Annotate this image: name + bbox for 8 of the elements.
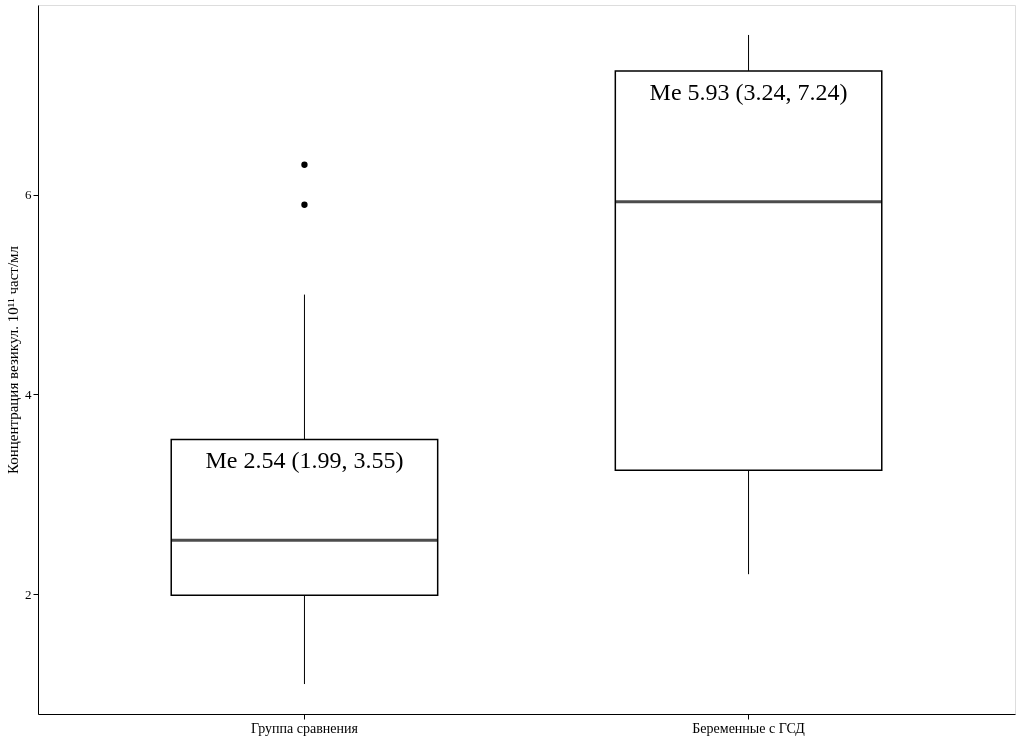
y-tick-label: 6 [25, 187, 32, 203]
x-tick-label: Группа сравнения [251, 720, 359, 736]
annotation: Me 2.54 (1.99, 3.55) [205, 447, 404, 474]
x-tick-label: Беременные с ГСД [692, 720, 806, 736]
annotation: Me 5.93 (3.24, 7.24) [649, 78, 848, 105]
y-tick-label: 2 [25, 586, 32, 602]
y-tick-label: 4 [25, 386, 32, 402]
y-axis-title: Концентрация везикул. 10¹¹ част/мл [5, 245, 21, 475]
